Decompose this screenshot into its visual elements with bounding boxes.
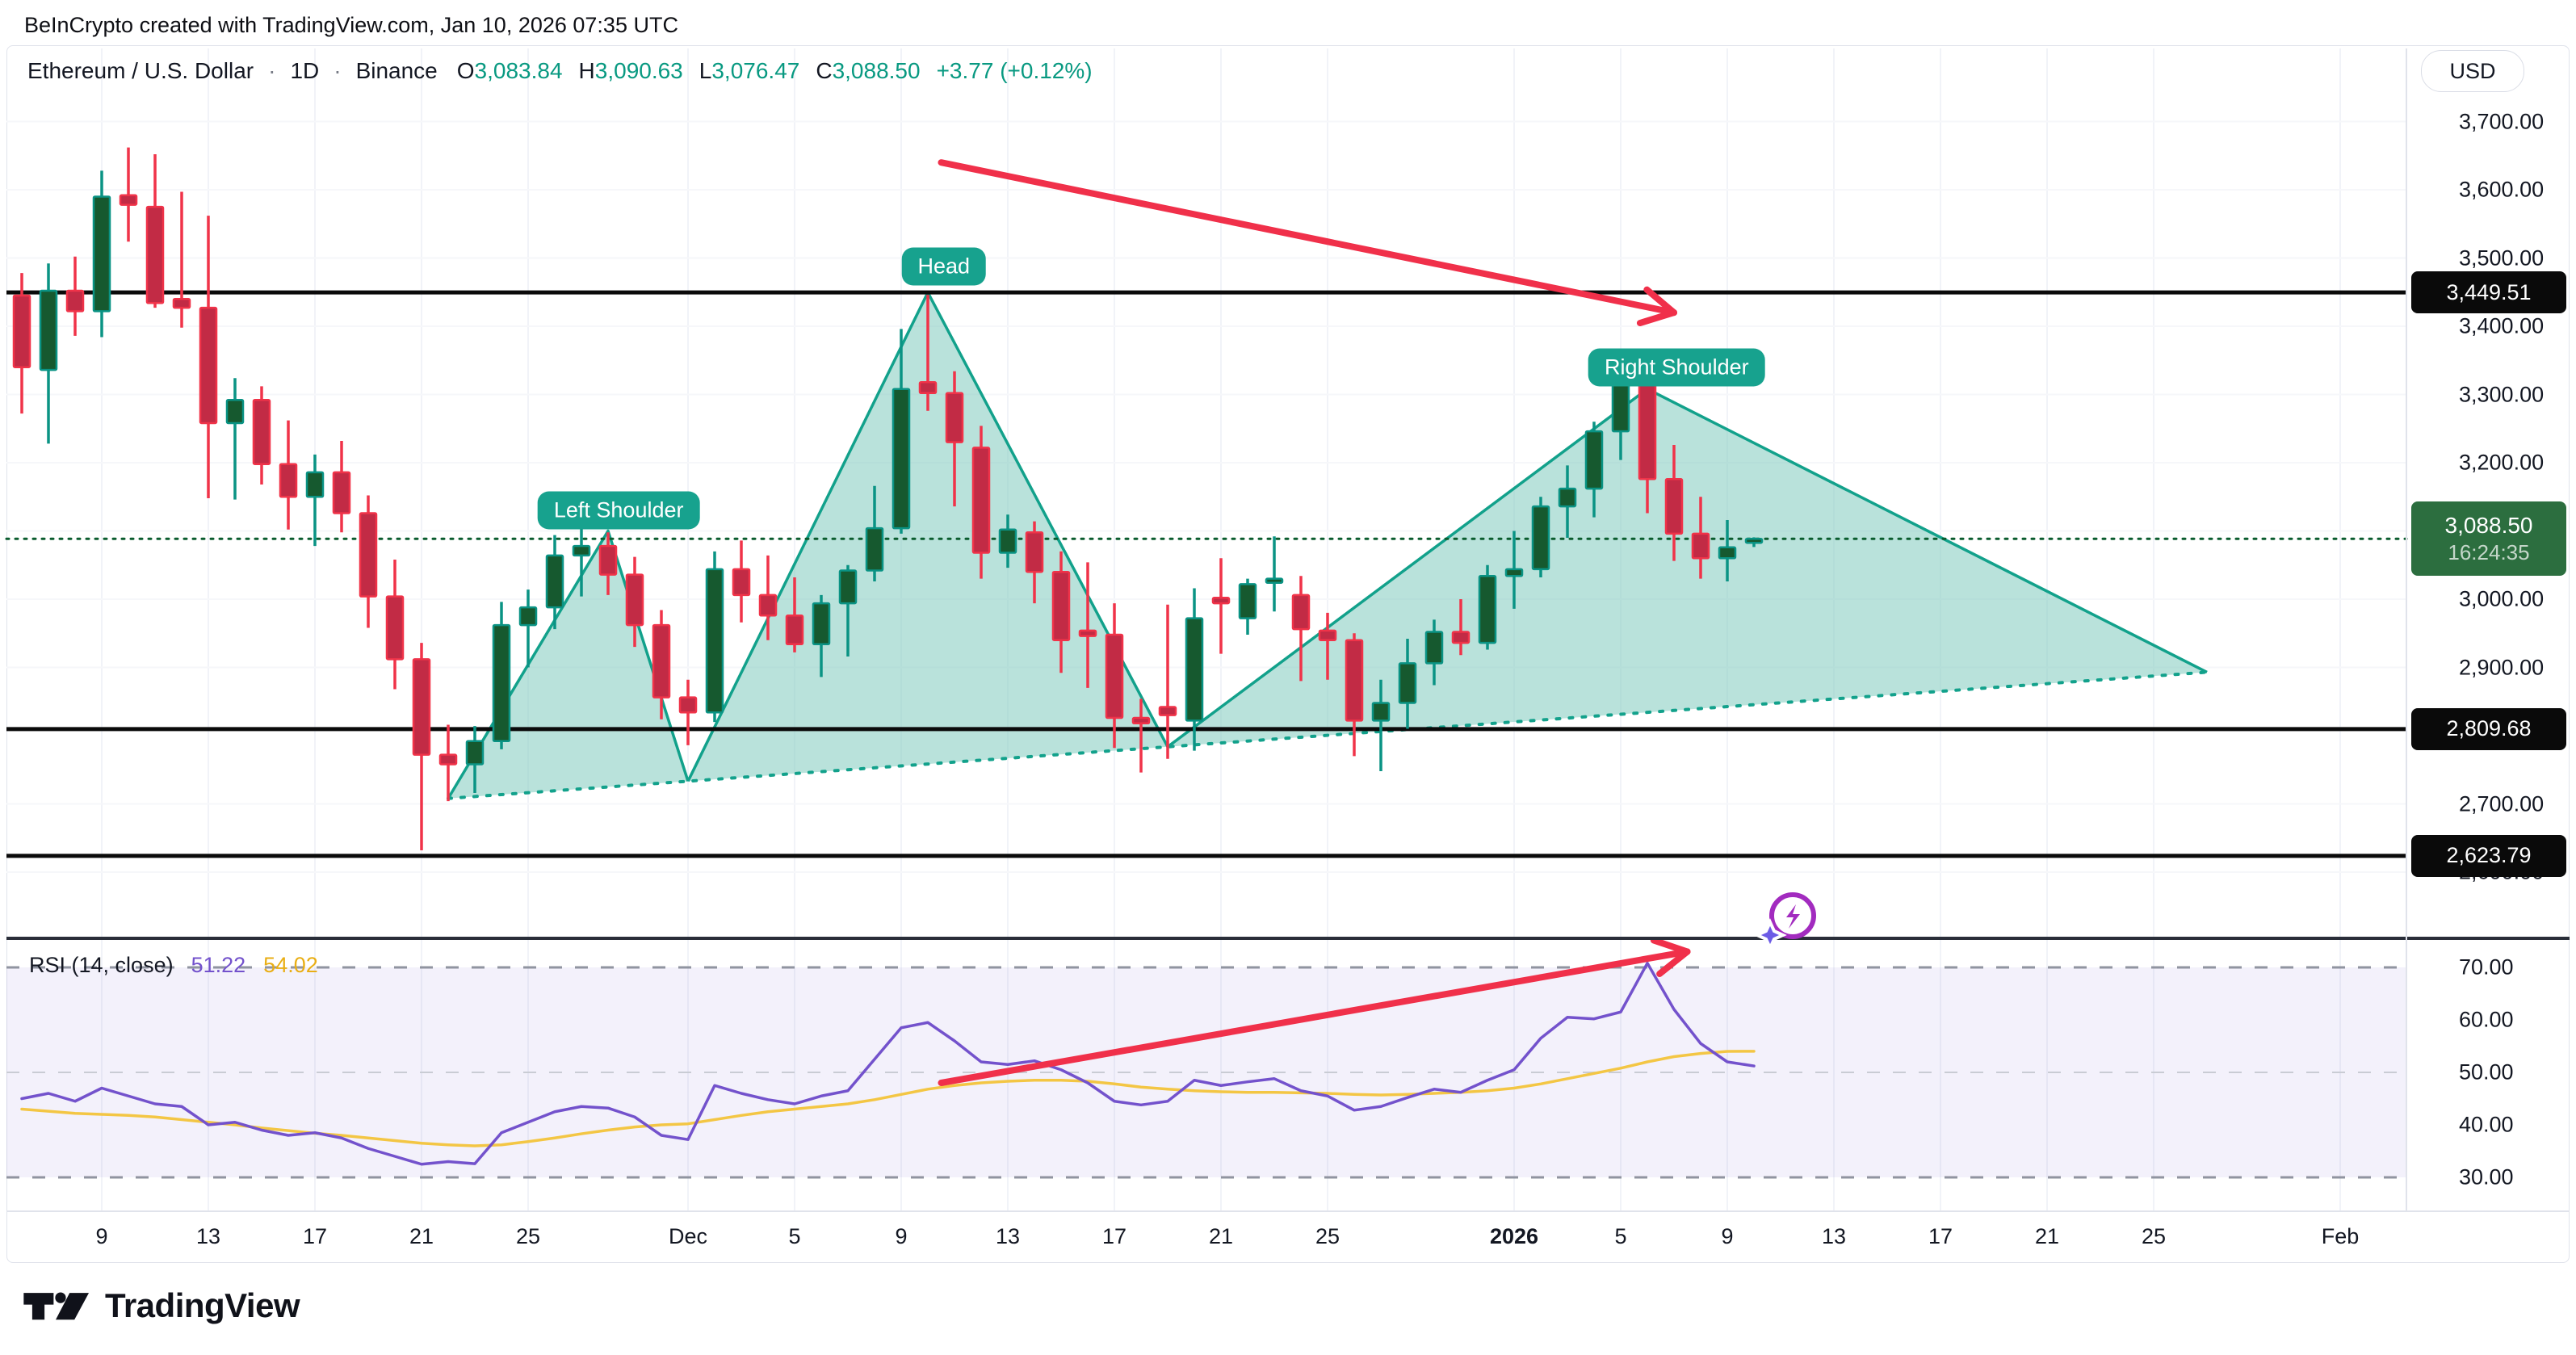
time-axis-tick[interactable]: 17 [302, 1224, 328, 1248]
rsi-axis-tick[interactable]: 30.00 [2459, 1164, 2514, 1189]
symbol-exchange: Binance [355, 58, 438, 83]
price-axis-tick[interactable]: 3,600.00 [2459, 177, 2545, 202]
time-axis-tick[interactable]: 9 [895, 1224, 908, 1248]
tradingview-logo-text: TradingView [105, 1286, 300, 1324]
separator-dot: · [268, 58, 276, 83]
rsi-legend[interactable]: RSI (14, close) 51.22 54.02 [29, 953, 318, 978]
time-axis-tick[interactable]: 17 [1928, 1224, 1953, 1248]
time-axis-tick[interactable]: 2026 [1489, 1224, 1539, 1248]
rsi-axis-tick[interactable]: 60.00 [2459, 1007, 2514, 1032]
time-axis-tick[interactable]: 5 [788, 1224, 801, 1248]
tradingview-logo[interactable]: TradingView [23, 1282, 300, 1329]
time-axis-tick[interactable]: 21 [2034, 1224, 2060, 1248]
time-axis-tick[interactable]: 25 [2141, 1224, 2167, 1248]
price-level-label: 2,809.68 [2411, 707, 2566, 750]
currency-toggle-button[interactable]: USD [2421, 50, 2524, 92]
price-axis-tick[interactable]: 3,200.00 [2459, 450, 2545, 475]
time-axis-tick[interactable]: 21 [409, 1224, 434, 1248]
rsi-title: RSI (14, close) [29, 953, 174, 977]
time-axis-tick[interactable]: 25 [1315, 1224, 1340, 1248]
ohlc-item: O3,083.84 [456, 58, 563, 83]
symbol-interval[interactable]: 1D [290, 58, 320, 83]
ohlc-item: L3,076.47 [699, 58, 800, 83]
ohlc-values: O3,083.84 H3,090.63 L3,076.47 C3,088.50 [457, 58, 921, 84]
time-axis-tick[interactable]: 9 [95, 1224, 108, 1248]
time-axis-tick[interactable]: 25 [515, 1224, 541, 1248]
current-price-value: 3,088.50 [2444, 513, 2533, 539]
lightning-ai-icon[interactable] [1751, 885, 1823, 954]
rsi-value: 51.22 [191, 953, 246, 977]
countdown-timer: 16:24:35 [2448, 540, 2530, 565]
rsi-ma-value: 54.02 [263, 953, 318, 977]
symbol-name[interactable]: Ethereum / U.S. Dollar [27, 58, 254, 83]
time-axis-tick[interactable]: 13 [195, 1224, 221, 1248]
rsi-axis-tick[interactable]: 50.00 [2459, 1059, 2514, 1084]
price-axis-tick[interactable]: 2,700.00 [2459, 791, 2545, 816]
price-axis-tick[interactable]: 3,500.00 [2459, 245, 2545, 270]
time-axis-tick[interactable]: Dec [668, 1224, 708, 1248]
ohlc-item: H3,090.63 [578, 58, 683, 83]
time-axis-tick[interactable]: Feb [2321, 1224, 2360, 1248]
current-price-label: 3,088.50 16:24:35 [2411, 501, 2566, 577]
price-level-label: 2,623.79 [2411, 834, 2566, 877]
attribution-text: BeInCrypto created with TradingView.com,… [24, 13, 678, 37]
price-axis-tick[interactable]: 3,400.00 [2459, 313, 2545, 338]
rsi-axis-tick[interactable]: 70.00 [2459, 954, 2514, 980]
pattern-label: Head [901, 247, 987, 286]
pattern-label: Right Shoulder [1588, 348, 1765, 387]
time-axis-tick[interactable]: 17 [1101, 1224, 1127, 1248]
time-axis-tick[interactable]: 13 [1821, 1224, 1847, 1248]
price-axis-tick[interactable]: 3,300.00 [2459, 382, 2545, 406]
time-axis-tick[interactable]: 13 [995, 1224, 1021, 1248]
time-axis-tick[interactable]: 9 [1721, 1224, 1734, 1248]
price-axis-tick[interactable]: 2,900.00 [2459, 655, 2545, 679]
price-axis-tick[interactable]: 3,000.00 [2459, 586, 2545, 611]
time-axis-tick[interactable]: 21 [1208, 1224, 1234, 1248]
rsi-axis-tick[interactable]: 40.00 [2459, 1112, 2514, 1137]
pattern-label: Left Shoulder [537, 491, 700, 530]
price-axis-tick[interactable]: 3,700.00 [2459, 109, 2545, 133]
separator-dot: · [334, 58, 342, 83]
time-axis-tick[interactable]: 5 [1614, 1224, 1627, 1248]
ohlc-item: C3,088.50 [816, 58, 921, 83]
symbol-bar[interactable]: Ethereum / U.S. Dollar · 1D · Binance O3… [27, 58, 1093, 84]
tradingview-logo-icon [23, 1292, 90, 1320]
price-level-label: 3,449.51 [2411, 271, 2566, 314]
price-change: +3.77 (+0.12%) [936, 58, 1093, 83]
